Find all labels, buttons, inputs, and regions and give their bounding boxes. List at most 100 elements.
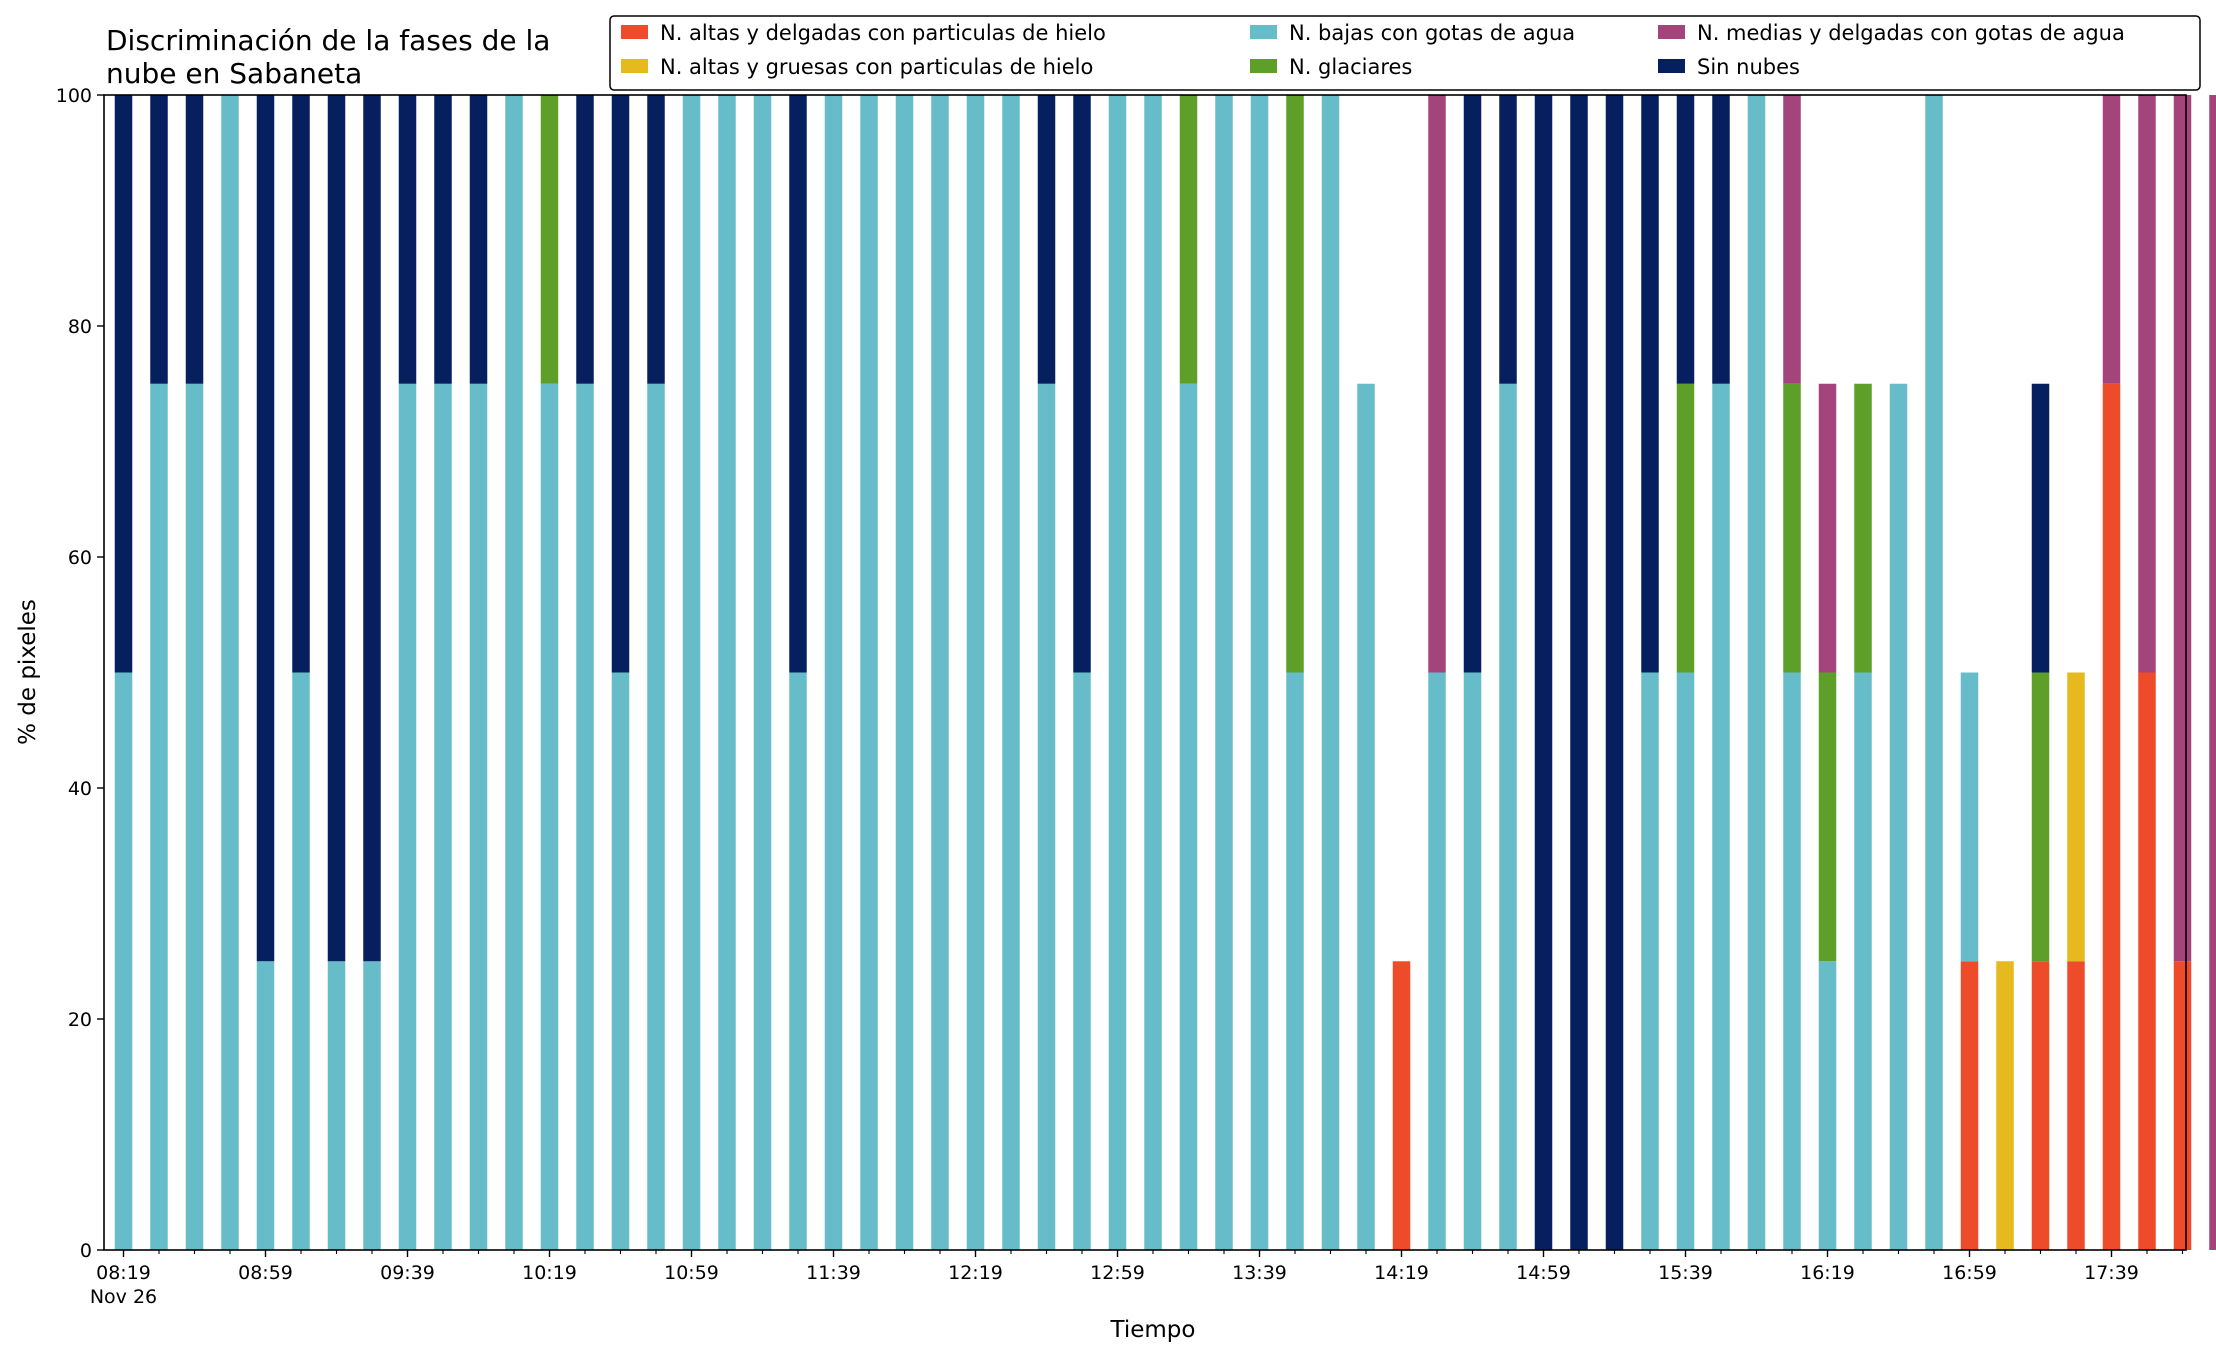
bar-segment-altas_delgadas-52 <box>1960 961 1979 1250</box>
y-tick-label: 80 <box>68 316 92 338</box>
bar-segment-bajas-47 <box>1783 672 1801 1250</box>
bar-segment-medias-47 <box>1783 95 1801 384</box>
bar-segment-bajas-21 <box>860 95 878 1250</box>
legend-label-glaciares: N. glaciares <box>1289 55 1412 79</box>
bar-segment-sin_nubes-44 <box>1676 95 1695 384</box>
legend-swatch-altas_gruesas <box>621 59 648 73</box>
bar-segment-bajas-33 <box>1286 672 1304 1250</box>
bar-segment-bajas-37 <box>1428 672 1446 1250</box>
legend-label-medias: N. medias y delgadas con gotas de agua <box>1697 21 2125 45</box>
bar-segment-medias-58 <box>2173 95 2192 962</box>
bar-segment-sin_nubes-42 <box>1605 95 1624 1250</box>
bar-segment-bajas-50 <box>1889 383 1908 1250</box>
bar-segment-sin_nubes-26 <box>1037 95 1056 384</box>
bar-segment-bajas-26 <box>1037 383 1056 1250</box>
bar-segment-bajas-9 <box>434 383 452 1250</box>
bar-segment-glaciares-47 <box>1783 383 1801 673</box>
legend-swatch-altas_delgadas <box>621 25 648 39</box>
x-tick-label: 11:39 <box>806 1262 861 1284</box>
bar-segment-sin_nubes-10 <box>469 95 488 384</box>
bar-segment-bajas-13 <box>576 383 594 1250</box>
bar-segment-sin_nubes-0 <box>114 95 133 673</box>
legend: N. altas y delgadas con particulas de hi… <box>609 15 2201 91</box>
bar-segment-sin_nubes-6 <box>327 95 346 962</box>
bar-segment-bajas-0 <box>114 672 133 1250</box>
bar-segment-altas_delgadas-54 <box>2031 961 2050 1250</box>
legend-label-sin_nubes: Sin nubes <box>1697 55 1800 79</box>
bar-segment-sin_nubes-40 <box>1534 95 1553 1250</box>
bar-segment-bajas-45 <box>1712 383 1730 1250</box>
bar-segment-bajas-6 <box>327 961 346 1250</box>
bar-segment-bajas-25 <box>1002 95 1020 1250</box>
bar-segment-glaciares-33 <box>1286 95 1304 673</box>
legend-label-altas_gruesas: N. altas y gruesas con particulas de hie… <box>660 55 1093 79</box>
legend-swatch-medias <box>1658 25 1685 39</box>
chart-title: Discriminación de la fases de la nube en… <box>106 24 550 90</box>
bar-segment-bajas-12 <box>540 383 559 1250</box>
x-tick-label: 17:39 <box>2084 1262 2139 1284</box>
bar-segment-altas_delgadas-55 <box>2067 961 2085 1250</box>
bar-segment-bajas-32 <box>1250 95 1269 1250</box>
bar-segment-bajas-34 <box>1321 95 1340 1250</box>
bar-segment-medias-59 <box>2209 95 2216 1250</box>
bar-segment-bajas-20 <box>824 95 843 1250</box>
bar-segment-altas_delgadas-58 <box>2173 961 2192 1250</box>
x-tick-label: 14:19 <box>1374 1262 1429 1284</box>
bar-segment-bajas-16 <box>682 95 701 1250</box>
x-date-label: Nov 26 <box>90 1286 157 1308</box>
bar-segment-glaciares-44 <box>1676 383 1695 673</box>
bar-segment-bajas-49 <box>1854 672 1872 1250</box>
legend-swatch-sin_nubes <box>1658 59 1685 73</box>
legend-swatch-glaciares <box>1250 59 1277 73</box>
bar-segment-bajas-15 <box>647 383 665 1250</box>
bar-segment-bajas-14 <box>611 672 630 1250</box>
y-tick-label: 0 <box>80 1240 92 1262</box>
y-axis: 0 20 40 60 80 100 <box>56 85 104 1262</box>
legend-swatch-bajas <box>1250 25 1277 39</box>
y-axis-label: % de pixeles <box>15 599 41 745</box>
x-tick-label: 10:19 <box>522 1262 577 1284</box>
bar-segment-glaciares-12 <box>540 95 559 384</box>
bar-segment-bajas-44 <box>1676 672 1695 1250</box>
bar-segment-bajas-4 <box>256 961 275 1250</box>
bar-segment-sin_nubes-5 <box>292 95 310 673</box>
bar-segment-bajas-5 <box>292 672 310 1250</box>
bar-segment-glaciares-49 <box>1854 383 1872 673</box>
bar-segment-sin_nubes-14 <box>611 95 630 673</box>
bar-segment-bajas-51 <box>1925 95 1943 1250</box>
x-tick-label: 09:39 <box>380 1262 435 1284</box>
bar-segment-bajas-23 <box>931 95 949 1250</box>
bar-segment-bajas-11 <box>505 95 523 1250</box>
bars-layer <box>114 95 2216 1250</box>
bar-segment-medias-37 <box>1428 95 1446 673</box>
bar-segment-bajas-10 <box>469 383 488 1250</box>
x-tick-label: 08:19 <box>96 1262 151 1284</box>
bar-segment-altas_gruesas-53 <box>1996 961 2014 1250</box>
bar-segment-sin_nubes-13 <box>576 95 594 384</box>
bar-segment-bajas-1 <box>150 383 168 1250</box>
bar-segment-altas_delgadas-57 <box>2138 672 2156 1250</box>
bar-segment-medias-57 <box>2138 95 2156 673</box>
x-tick-label: 16:59 <box>1942 1262 1997 1284</box>
x-tick-label: 13:39 <box>1232 1262 1287 1284</box>
bar-segment-bajas-18 <box>753 95 772 1250</box>
bar-segment-bajas-52 <box>1960 672 1979 962</box>
bar-segment-sin_nubes-15 <box>647 95 665 384</box>
bar-segment-altas_delgadas-56 <box>2102 383 2121 1250</box>
bar-segment-sin_nubes-54 <box>2031 383 2050 673</box>
x-axis-label: Tiempo <box>1110 1317 1196 1343</box>
bar-segment-altas_delgadas-36 <box>1392 961 1411 1250</box>
bar-segment-bajas-29 <box>1144 95 1162 1250</box>
bar-segment-bajas-3 <box>221 95 239 1250</box>
y-tick-label: 40 <box>68 778 92 800</box>
bar-segment-sin_nubes-27 <box>1073 95 1091 673</box>
bar-segment-sin_nubes-2 <box>185 95 204 384</box>
bar-segment-bajas-31 <box>1215 95 1233 1250</box>
bar-segment-sin_nubes-8 <box>398 95 417 384</box>
bar-segment-medias-48 <box>1818 383 1837 673</box>
bar-segment-sin_nubes-41 <box>1570 95 1588 1250</box>
bar-segment-bajas-46 <box>1747 95 1766 1250</box>
legend-frame <box>609 15 2201 91</box>
bar-segment-bajas-35 <box>1357 383 1375 1250</box>
